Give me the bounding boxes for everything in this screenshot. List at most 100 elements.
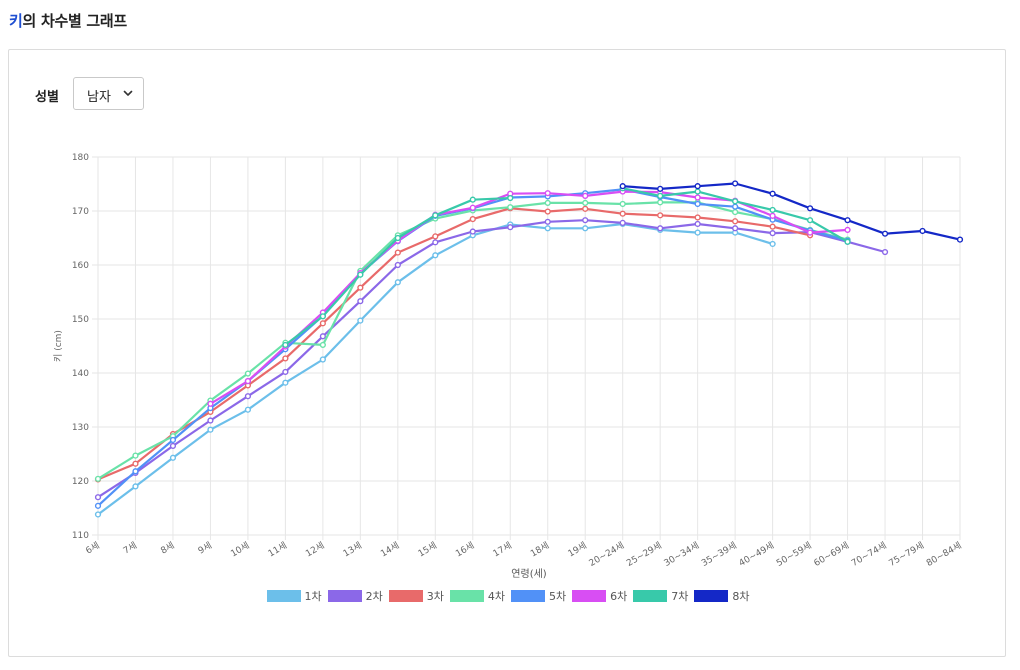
data-point: [507, 204, 514, 211]
data-point: [394, 234, 401, 242]
series-line-2: [97, 219, 886, 499]
data-point: [169, 454, 177, 461]
x-tick-label: 8세: [159, 540, 177, 557]
gender-select[interactable]: 남자: [73, 77, 144, 110]
data-point: [732, 225, 739, 232]
gender-filter-label: 성별: [35, 90, 59, 105]
x-tick-label: 70~74세: [849, 540, 888, 569]
data-point: [657, 225, 664, 232]
data-point: [694, 183, 701, 190]
data-point: [94, 475, 102, 482]
data-point: [582, 217, 589, 224]
data-point: [282, 379, 289, 386]
y-tick-label: 170: [72, 207, 89, 217]
legend-item[interactable]: 2차: [327, 588, 383, 604]
data-point: [769, 206, 776, 214]
legend-item[interactable]: 5차: [511, 588, 566, 604]
y-tick-label: 180: [72, 153, 89, 163]
legend-item[interactable]: 3차: [388, 588, 444, 604]
legend-label: 7차: [671, 590, 689, 603]
data-point: [769, 190, 776, 197]
x-tick-label: 10세: [229, 540, 252, 559]
y-tick-label: 130: [72, 423, 89, 433]
data-point: [732, 208, 739, 216]
data-point: [769, 240, 776, 248]
legend-swatch: [694, 590, 729, 602]
data-point: [207, 417, 214, 424]
legend-label: 6차: [610, 590, 628, 603]
legend-swatch: [633, 590, 668, 602]
y-tick-label: 160: [72, 261, 89, 271]
x-tick-label: 14세: [379, 540, 402, 559]
x-tick-label: 80~84세: [924, 540, 963, 569]
data-point: [769, 223, 776, 230]
y-tick-label: 110: [72, 531, 89, 541]
x-tick-label: 17세: [491, 540, 514, 559]
x-tick-label: 13세: [341, 540, 364, 559]
data-point: [956, 236, 964, 243]
data-point: [844, 238, 851, 245]
data-point: [357, 298, 364, 305]
data-point: [207, 426, 214, 433]
legend-item[interactable]: 1차: [266, 588, 322, 604]
data-point: [619, 200, 626, 208]
data-point: [432, 239, 439, 246]
data-point: [94, 494, 102, 501]
data-point: [169, 436, 177, 444]
y-tick-label: 140: [72, 369, 89, 379]
data-point: [394, 279, 401, 286]
legend-swatch: [388, 590, 423, 602]
legend-item[interactable]: 6차: [572, 588, 627, 604]
x-axis-label: 연령(세): [511, 568, 547, 580]
data-point: [244, 406, 252, 413]
data-point: [544, 218, 551, 225]
data-point: [132, 483, 139, 490]
data-point: [169, 442, 177, 450]
data-point: [282, 341, 289, 349]
data-point: [544, 225, 551, 232]
data-point: [806, 217, 814, 224]
x-tick-label: 75~79세: [887, 540, 926, 569]
data-point: [394, 261, 401, 269]
data-point: [357, 284, 364, 291]
legend-item[interactable]: 4차: [449, 588, 505, 604]
data-point: [694, 188, 701, 195]
data-point: [544, 208, 551, 215]
data-point: [94, 511, 102, 518]
data-point: [469, 196, 476, 203]
data-point: [319, 313, 326, 320]
data-point: [694, 200, 701, 208]
data-point: [657, 185, 664, 192]
data-point: [619, 183, 626, 190]
data-point: [319, 333, 326, 340]
x-tick-label: 9세: [196, 540, 214, 557]
data-point: [657, 192, 664, 199]
data-point: [469, 228, 476, 235]
data-point: [244, 393, 252, 400]
data-point: [806, 205, 814, 212]
x-tick-label: 18세: [529, 540, 552, 559]
data-point: [582, 192, 589, 199]
y-tick-label: 150: [72, 315, 89, 325]
data-point: [881, 230, 889, 237]
x-tick-label: 11세: [266, 540, 289, 559]
data-point: [394, 249, 401, 256]
legend-item[interactable]: 7차: [633, 588, 688, 604]
legend-swatch: [572, 590, 607, 602]
data-point: [544, 190, 551, 197]
data-point: [769, 212, 776, 219]
data-point: [844, 226, 851, 234]
data-point: [132, 468, 139, 475]
data-point: [319, 341, 326, 349]
data-point: [357, 317, 364, 324]
data-point: [207, 400, 214, 407]
legend-swatch: [511, 590, 545, 602]
data-point: [432, 252, 439, 259]
data-point: [507, 194, 514, 202]
data-point: [132, 460, 139, 467]
legend-item[interactable]: 8차: [694, 588, 750, 604]
data-point: [582, 199, 589, 207]
x-tick-label: 16세: [454, 540, 477, 559]
data-point: [544, 199, 551, 207]
legend-swatch: [266, 590, 301, 602]
